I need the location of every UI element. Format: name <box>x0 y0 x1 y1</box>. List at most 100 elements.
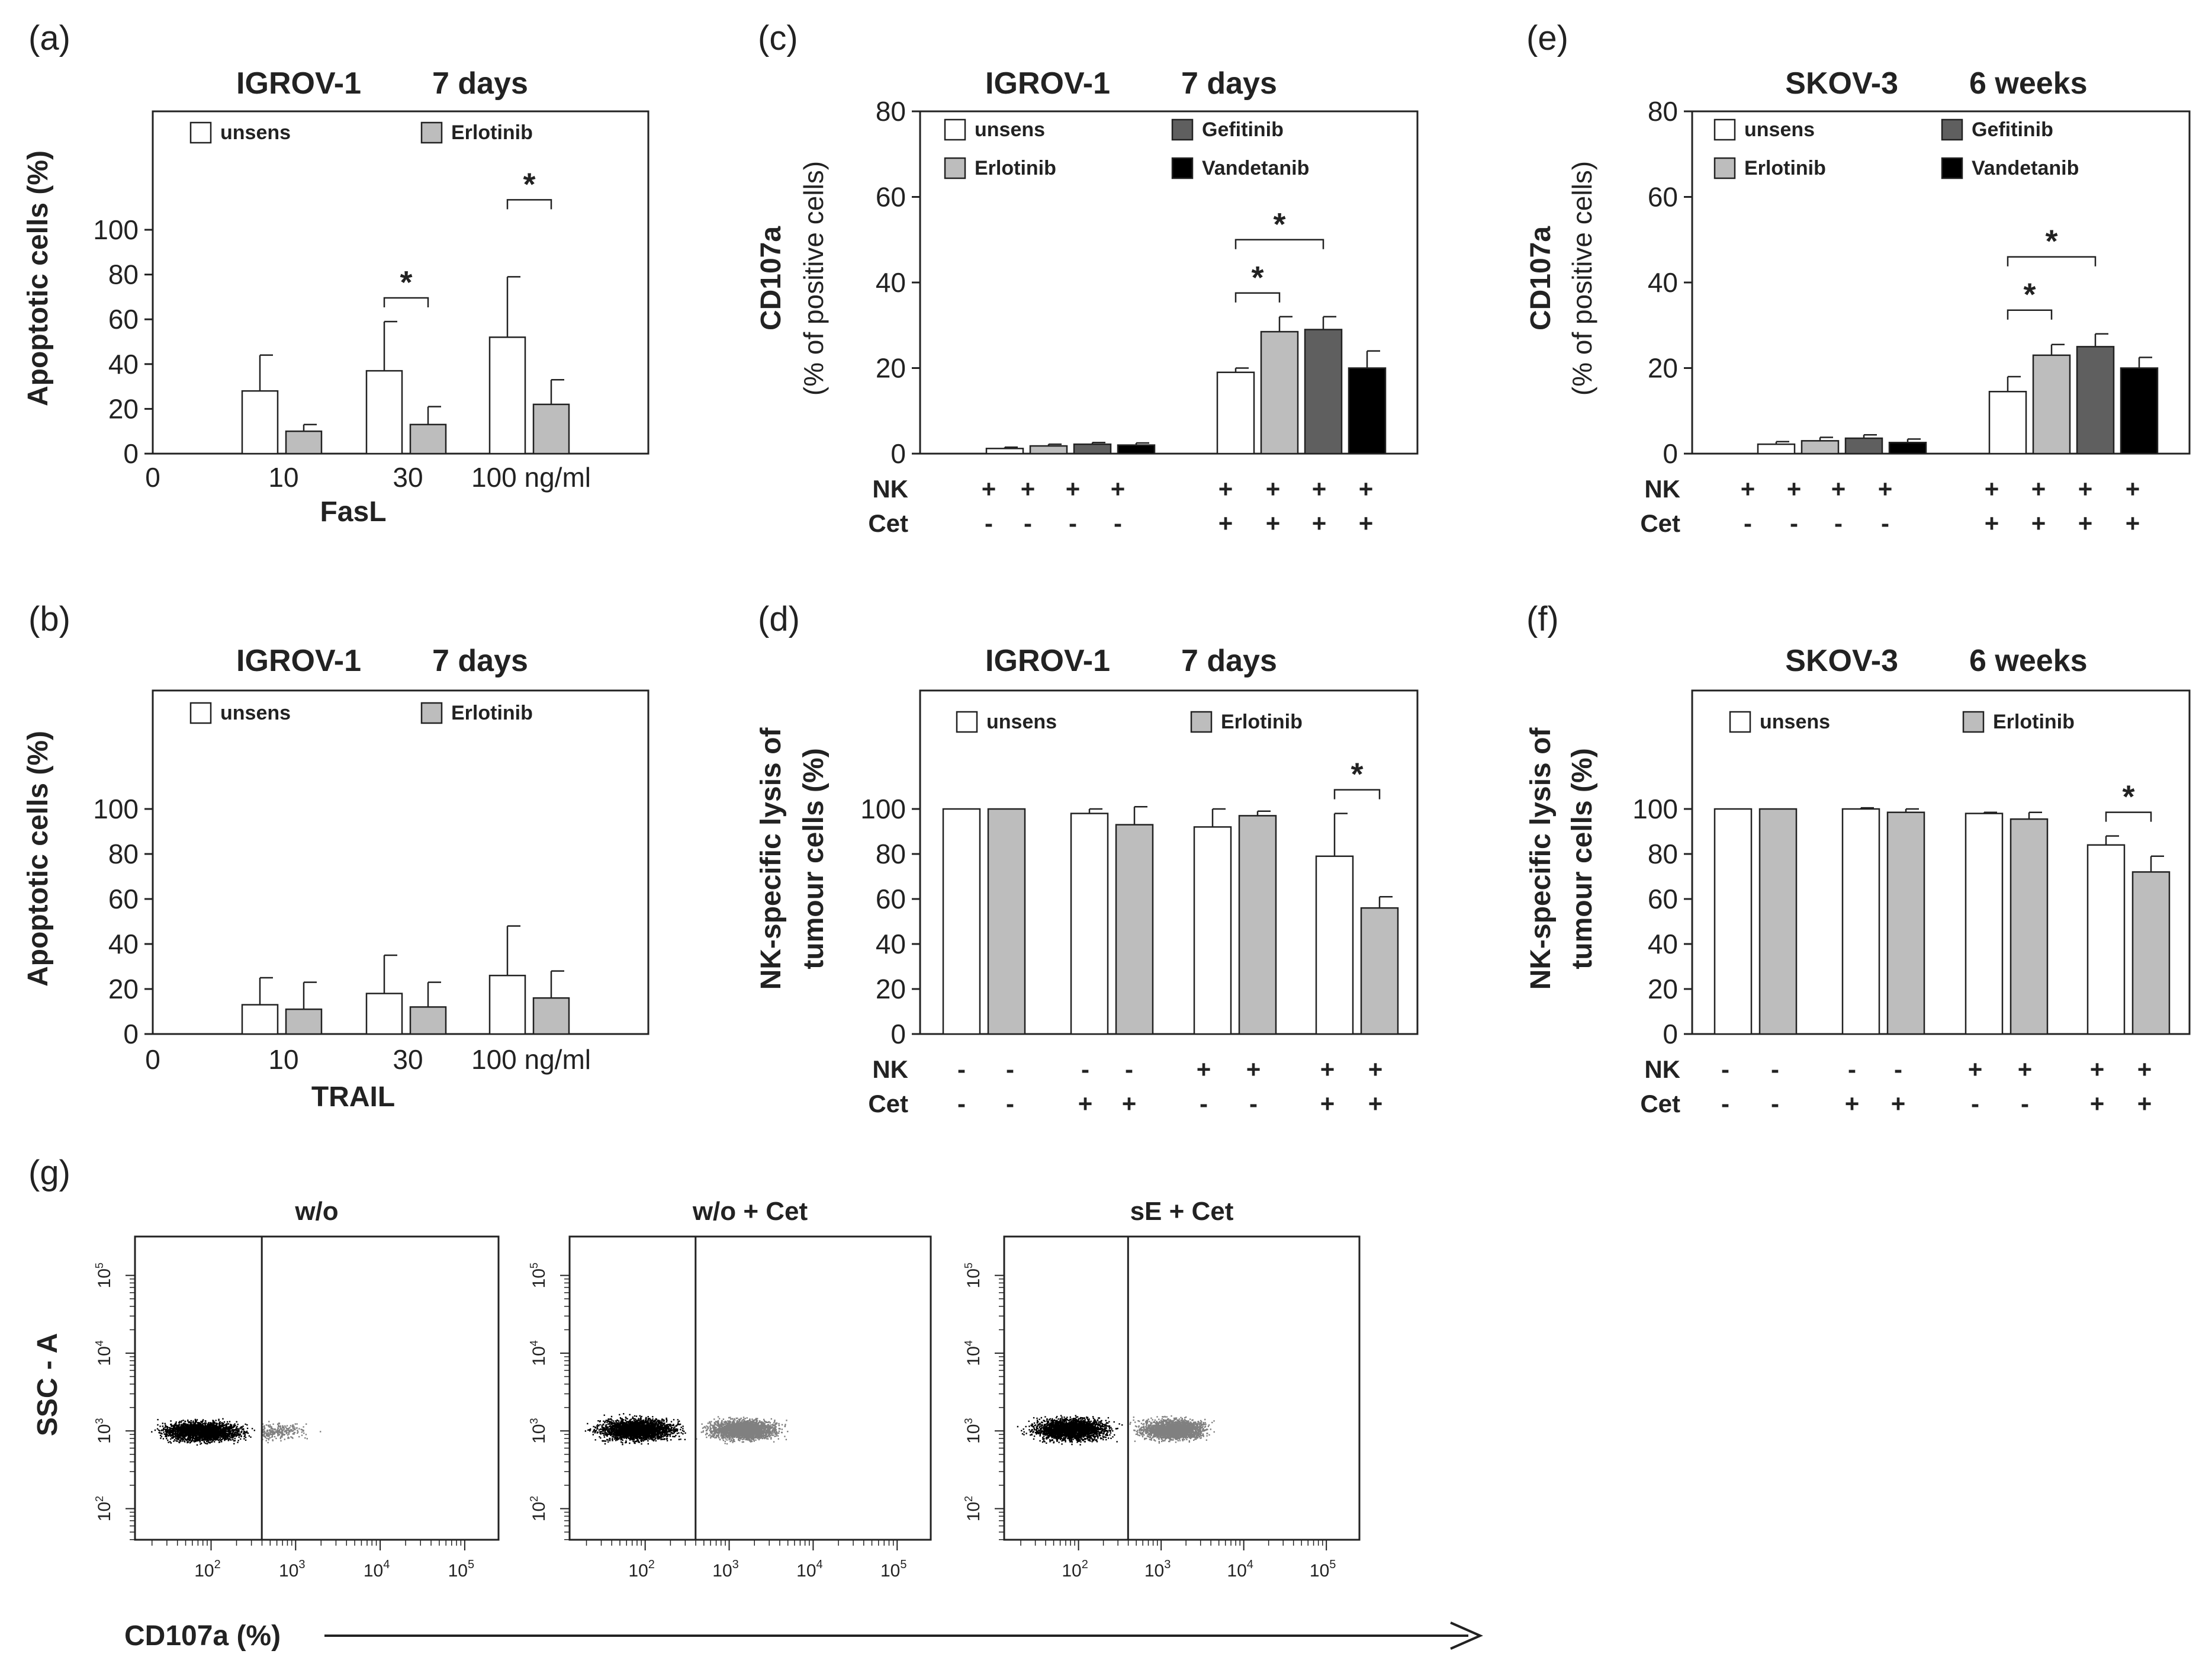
y-tick-label: 60 <box>1648 182 1678 213</box>
bar-vandetanib <box>1117 444 1156 455</box>
legend-swatch-unsens <box>1729 711 1751 733</box>
flow-y-tick-label: 102 <box>963 1496 983 1521</box>
flow-y-tick-label: 105 <box>528 1263 549 1288</box>
bar-erlotinib <box>1886 811 1925 1035</box>
panel-f-skov3-lysis-chart: (f) SKOV-3 6 weeks 0 20 40 60 80 100 NK-specific … <box>1525 600 2191 1118</box>
y-tick-label: 20 <box>108 393 139 424</box>
condition-sign: + <box>2031 509 2046 537</box>
condition-sign: + <box>1368 1090 1383 1118</box>
y-tick-label: 20 <box>1648 974 1678 1004</box>
condition-sign: + <box>1831 475 1846 503</box>
condition-sign: + <box>1787 475 1802 503</box>
y-tick-label: 20 <box>1648 353 1678 384</box>
significance-star: * <box>2023 277 2036 313</box>
condition-sign: - <box>985 509 993 537</box>
bar-vandetanib <box>1348 367 1387 455</box>
tick-base: 10 <box>95 1424 114 1444</box>
flow-y-tick-label: 103 <box>94 1418 114 1444</box>
tick-base: 10 <box>1144 1561 1164 1581</box>
bar-gefitinib <box>1073 443 1112 455</box>
significance-star: * <box>523 166 535 202</box>
bar-unsens <box>1965 813 2004 1035</box>
tick-base: 10 <box>1227 1561 1246 1581</box>
tick-exponent: 4 <box>1247 1558 1253 1571</box>
tick-exponent: 5 <box>468 1558 474 1571</box>
y-axis-label-line2: (% of positive cells) <box>1567 161 1597 396</box>
tick-base: 10 <box>1310 1561 1329 1581</box>
condition-sign: + <box>1218 509 1233 537</box>
condition-sign: - <box>1834 509 1843 537</box>
significance-star: * <box>1251 260 1263 296</box>
condition-sign: + <box>1359 509 1374 537</box>
condition-label-nk: NK <box>872 1055 908 1083</box>
condition-sign: + <box>1845 1090 1860 1118</box>
legend-swatch-unsens <box>1713 118 1736 141</box>
x-category-label: 100 ng/ml <box>471 1044 591 1075</box>
tick-exponent: 2 <box>648 1558 655 1571</box>
tick-exponent: 3 <box>298 1558 305 1571</box>
condition-sign: - <box>1971 1090 1979 1118</box>
title-duration: 7 days <box>1181 66 1277 101</box>
flow-x-tick-label: 104 <box>364 1558 390 1581</box>
y-axis-label-line2: (% of positive cells) <box>798 161 829 396</box>
flow-plot-frame <box>568 1235 932 1541</box>
y-tick-label: 80 <box>108 259 139 290</box>
flow-positive-events <box>1129 1415 1215 1444</box>
y-tick-label: 80 <box>108 839 139 869</box>
tick-exponent: 3 <box>732 1558 739 1571</box>
condition-sign: - <box>1006 1090 1014 1118</box>
y-tick-label: 0 <box>890 438 906 469</box>
panel-label: (b) <box>28 600 70 638</box>
condition-sign: + <box>1246 1055 1261 1083</box>
panel-d-igrov1-lysis-chart: (d) IGROV-1 7 days 0 20 40 60 80 100 NK-specific … <box>755 600 1419 1118</box>
condition-sign: - <box>1894 1055 1902 1083</box>
significance-bracket <box>1234 292 1281 303</box>
legend-swatch-erlotinib <box>1962 711 1985 733</box>
tick-base: 10 <box>95 1269 114 1288</box>
flow-y-tick-label: 104 <box>528 1340 549 1366</box>
significance-star: * <box>1351 757 1363 792</box>
condition-sign: + <box>1266 475 1281 503</box>
condition-label-cet: Cet <box>1640 509 1680 537</box>
tick-exponent: 3 <box>963 1418 975 1424</box>
flow-x-tick-label: 104 <box>796 1558 823 1581</box>
bar-erlotinib <box>1238 815 1277 1035</box>
legend-label-unsens: unsens <box>1760 711 1830 733</box>
tick-base: 10 <box>628 1561 648 1581</box>
significance-bracket <box>383 297 429 307</box>
tick-exponent: 3 <box>94 1418 105 1424</box>
x-category-label: 100 ng/ml <box>471 462 591 493</box>
tick-base: 10 <box>964 1424 983 1444</box>
y-tick-label: 60 <box>876 884 906 914</box>
bar-unsens <box>1315 855 1354 1035</box>
legend-label-unsens: unsens <box>220 121 291 144</box>
legend-label-unsens: unsens <box>975 118 1045 141</box>
significance-star: * <box>2122 779 2134 815</box>
tick-exponent: 4 <box>963 1340 975 1346</box>
legend-label-unsens: unsens <box>220 702 291 724</box>
y-tick-label: 40 <box>876 267 906 298</box>
bar-unsens <box>1193 826 1232 1035</box>
panel-c-igrov1-cd107a-chart: (c) IGROV-1 7 days 0 20 40 60 80 CD107a (% of pos… <box>755 19 1419 537</box>
tick-exponent: 3 <box>528 1418 540 1424</box>
bar-vandetanib <box>2120 367 2159 455</box>
legend-swatch-unsens <box>189 121 212 144</box>
y-tick-label: 0 <box>1663 1019 1678 1049</box>
flow-x-axis-label: CD107a (%) <box>124 1620 281 1652</box>
condition-sign: + <box>1968 1055 1983 1083</box>
condition-label-cet: Cet <box>868 1090 908 1118</box>
tick-exponent: 4 <box>383 1558 390 1571</box>
flow-y-tick-label: 102 <box>94 1496 114 1521</box>
flow-negative-events <box>151 1418 255 1446</box>
y-tick-label: 100 <box>860 794 906 824</box>
condition-sign: + <box>2090 1090 2105 1118</box>
significance-star: * <box>2045 224 2057 259</box>
x-category-label: 30 <box>393 1044 423 1075</box>
x-axis-label: FasL <box>320 496 386 528</box>
bar-erlotinib <box>532 403 570 455</box>
tick-exponent: 3 <box>1164 1558 1171 1571</box>
y-tick-label: 40 <box>876 929 906 959</box>
tick-base: 10 <box>95 1502 114 1521</box>
